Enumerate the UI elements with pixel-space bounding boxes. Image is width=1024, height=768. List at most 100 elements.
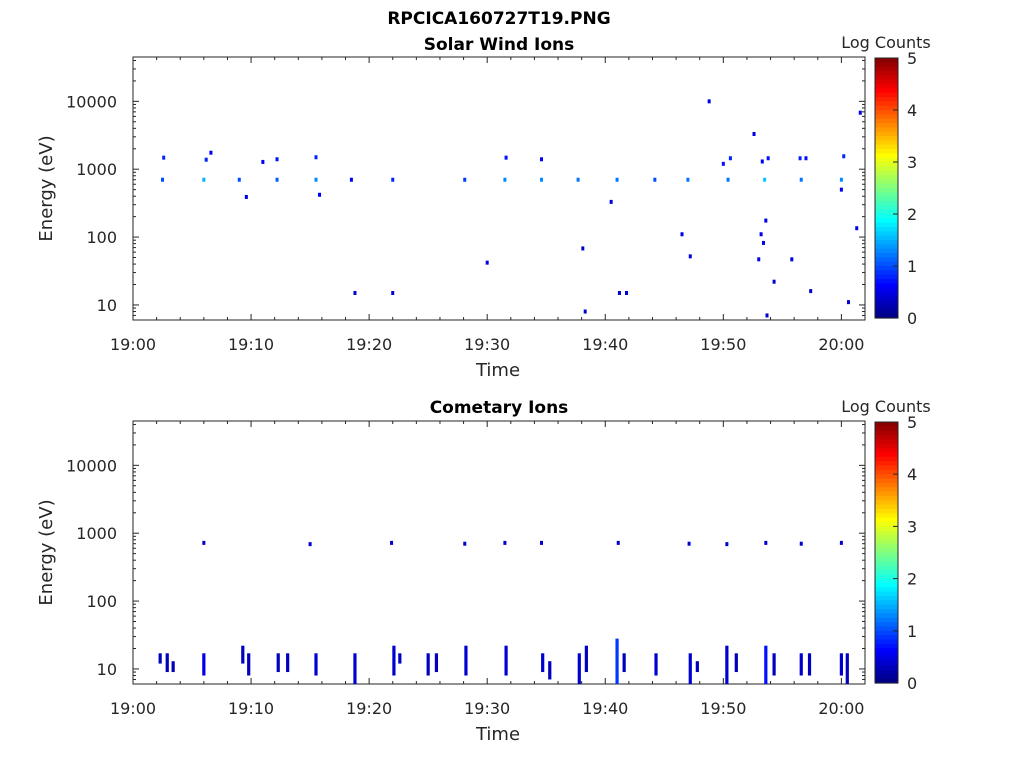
panel-title: Solar Wind Ions [424, 35, 575, 55]
data-cell [799, 177, 803, 182]
colorbar-segment [875, 600, 898, 606]
colorbar-segment [875, 500, 898, 506]
x-tick-label: 19:20 [346, 699, 392, 718]
data-cell [760, 159, 764, 164]
x-tick-label: 19:30 [464, 699, 510, 718]
colorbar-tick-label: 3 [907, 153, 917, 172]
data-burst [286, 653, 290, 673]
data-cell [463, 177, 467, 182]
colorbar-segment [875, 270, 898, 276]
data-cell [209, 150, 213, 155]
colorbar-segment [875, 257, 898, 263]
data-cell [353, 290, 357, 295]
data-burst [464, 645, 468, 676]
colorbar-segment [875, 170, 898, 176]
colorbar-segment [875, 287, 898, 293]
colorbar-segment [875, 274, 898, 280]
data-cell [244, 194, 248, 199]
colorbar-segment [875, 227, 898, 232]
colorbar-segment [875, 678, 898, 684]
x-tick-label: 19:20 [346, 335, 392, 354]
data-burst [622, 653, 626, 673]
data-cell [237, 177, 241, 182]
y-axis-label: Energy (eV) [36, 135, 57, 241]
data-burst [577, 653, 581, 684]
colorbar-segment [875, 305, 898, 310]
colorbar-segment [875, 487, 898, 493]
data-cell [576, 177, 580, 182]
colorbar-segment [875, 192, 898, 198]
x-tick-label: 19:50 [700, 699, 746, 718]
colorbar-segment [875, 430, 898, 436]
data-cell [540, 157, 544, 162]
colorbar-segment [875, 635, 898, 641]
colorbar-segment [875, 556, 898, 562]
data-burst [241, 645, 245, 664]
colorbar-segment [875, 92, 898, 98]
panel-title: Cometary Ions [430, 398, 569, 418]
colorbar-segment [875, 665, 898, 671]
colorbar-segment [875, 517, 898, 523]
data-cell [314, 155, 318, 160]
data-cell [764, 540, 768, 545]
x-tick-label: 19:10 [228, 335, 274, 354]
colorbar-segment [875, 71, 898, 76]
colorbar-segment [875, 97, 898, 102]
data-cell [725, 542, 729, 547]
colorbar-segment [875, 153, 898, 159]
colorbar-segment [875, 482, 898, 488]
colorbar-segment [875, 118, 898, 124]
colorbar-segment [875, 504, 898, 510]
data-burst [398, 653, 402, 664]
data-cell [161, 177, 165, 182]
colorbar-segment [875, 131, 898, 137]
colorbar-tick-label: 0 [907, 309, 917, 328]
colorbar-label: Log Counts [841, 397, 931, 416]
colorbar-segment [875, 253, 898, 258]
colorbar-segment [875, 136, 898, 141]
y-tick-label: 1000 [76, 160, 117, 179]
colorbar-segment [875, 105, 898, 111]
colorbar-segment [875, 582, 898, 588]
colorbar-tick-label: 1 [907, 622, 917, 641]
y-axis-label: Energy (eV) [36, 499, 57, 605]
colorbar-tick-label: 5 [907, 413, 917, 432]
data-cell [615, 177, 619, 182]
data-cell [686, 177, 690, 182]
data-burst [171, 661, 175, 673]
data-cell [728, 156, 732, 161]
data-burst [799, 653, 803, 676]
colorbar-segment [875, 127, 898, 133]
colorbar-tick-label: 5 [907, 49, 917, 68]
colorbar-segment [875, 292, 898, 297]
colorbar-segment [875, 140, 898, 146]
colorbar-segment [875, 114, 898, 120]
data-cell [261, 159, 265, 164]
data-burst [584, 645, 588, 673]
colorbar-segment [875, 240, 898, 245]
data-cell [617, 290, 621, 295]
colorbar-segment [875, 530, 898, 536]
figure-title: RPCICA160727T19.PNG [387, 9, 610, 29]
colorbar-segment [875, 578, 898, 584]
colorbar-segment [875, 296, 898, 302]
colorbar-segment [875, 266, 898, 271]
data-cell [764, 218, 768, 223]
x-tick-label: 19:50 [700, 335, 746, 354]
colorbar-segment [875, 526, 898, 532]
colorbar-segment [875, 469, 898, 475]
colorbar-segment [875, 201, 898, 206]
colorbar-segment [875, 205, 898, 211]
data-cell [839, 177, 843, 182]
colorbar-tick-label: 2 [907, 570, 917, 589]
data-cell [390, 540, 394, 545]
colorbar-segment [875, 639, 898, 645]
data-cell [318, 192, 322, 197]
data-burst [688, 653, 692, 684]
data-burst [807, 653, 812, 676]
colorbar-segment [875, 196, 898, 202]
colorbar-segment [875, 587, 898, 593]
colorbar-segment [875, 62, 898, 68]
data-cell [707, 99, 711, 104]
x-tick-label: 19:30 [464, 335, 510, 354]
